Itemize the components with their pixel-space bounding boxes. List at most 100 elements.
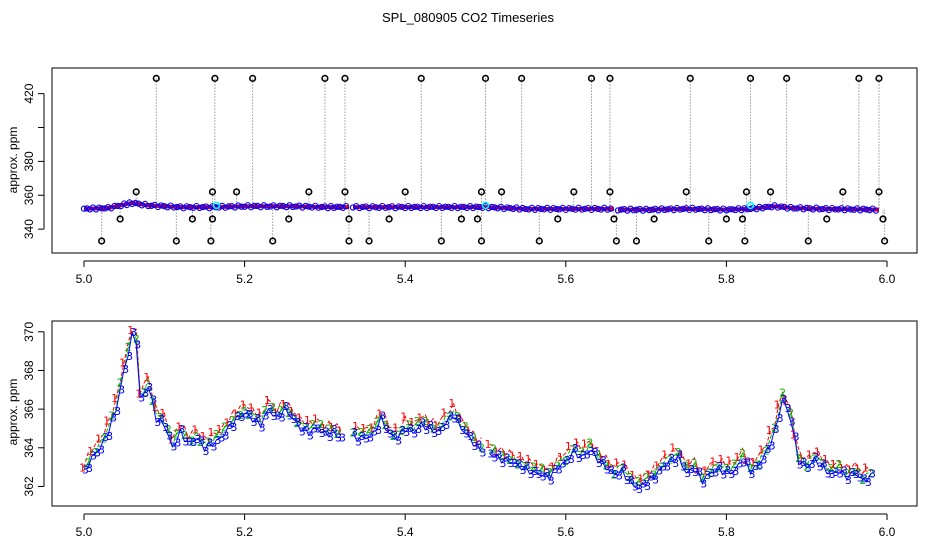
series-3-point: 3: [833, 466, 840, 479]
top-baseline-point: [385, 204, 393, 211]
top-outlier-point: [401, 188, 409, 196]
series-2-point: 2: [325, 423, 332, 436]
series-3-point: 3: [552, 463, 559, 476]
series-3-point: 3: [740, 456, 747, 469]
series-2-point: 2: [723, 462, 730, 475]
top-baseline-point: [148, 202, 155, 209]
series-3-point: 3: [158, 412, 165, 425]
series-2-point: 2: [462, 420, 469, 433]
series-2-point: 2: [406, 418, 413, 431]
top-baseline-point: [838, 205, 845, 212]
series-3-point: 3: [439, 421, 446, 434]
top-baseline-point: [547, 206, 554, 213]
top-baseline-point: [183, 203, 190, 210]
series-3-point: 3: [327, 431, 334, 444]
top-baseline-point: [454, 204, 461, 212]
series-3-point: 3: [608, 464, 615, 477]
top-baseline-point: [717, 207, 724, 214]
top-baseline-point: [398, 203, 406, 211]
series-3-point: 3: [371, 426, 378, 439]
series-3-point: 3: [512, 457, 519, 470]
series-3-point: 3: [295, 416, 302, 429]
series-3-point: 3: [383, 423, 390, 436]
top-baseline-point: [591, 204, 598, 212]
series-3-point: 3: [793, 431, 800, 444]
top-baseline-point: [853, 205, 861, 212]
top-baseline-point: [642, 205, 650, 212]
series-1-point: 1: [525, 453, 532, 466]
series-3-point: 3: [853, 468, 860, 481]
top-baseline-point: [639, 207, 647, 214]
series-3-point: 3: [656, 465, 663, 478]
series-3-point: 3: [821, 458, 828, 471]
top-baseline-point: [111, 202, 118, 210]
top-baseline-point: [432, 204, 440, 212]
series-3-point: 3: [508, 457, 515, 470]
series-1-point: 1: [541, 463, 548, 476]
top-baseline-point: [572, 206, 579, 213]
series-3-point: 3: [865, 476, 872, 489]
series-3-point: 3: [520, 464, 527, 477]
top-baseline-point: [488, 203, 495, 211]
top-baseline-point: [503, 204, 511, 211]
series-3-point: 3: [154, 416, 161, 429]
series-3-point: 3: [809, 458, 816, 471]
series-3-point: 3: [146, 381, 153, 394]
series-1-point: 1: [493, 445, 500, 458]
series-3-point: 3: [801, 456, 808, 469]
series-1-point: 1: [119, 356, 126, 369]
top-baseline-point: [793, 205, 801, 212]
top-baseline-point: [193, 202, 200, 210]
top-baseline-point: [759, 205, 766, 212]
top-baseline-point: [228, 202, 235, 210]
series-3-point: 3: [379, 409, 386, 422]
series-3-point: 3: [672, 457, 679, 470]
series-2-point: 2: [85, 457, 92, 470]
top-baseline-point: [436, 202, 443, 210]
top-baseline-point: [98, 205, 106, 212]
top-outlier-point: [570, 188, 578, 196]
series-2-point: 2: [165, 423, 172, 436]
top-baseline-point: [263, 203, 271, 210]
series-2-point: 2: [538, 462, 545, 475]
series-3-point: 3: [644, 480, 651, 493]
top-baseline-point: [809, 206, 817, 213]
top-outlier-point: [365, 237, 373, 245]
top-outlier-point: [804, 237, 812, 245]
series-3-line: [83, 332, 872, 490]
top-baseline-point: [389, 203, 396, 210]
series-3-point: 3: [435, 425, 442, 438]
series-3-point: 3: [431, 427, 438, 440]
top-baseline-point: [135, 200, 142, 207]
top-outlier-point: [208, 188, 217, 196]
top-baseline-point: [170, 204, 178, 211]
series-2-point: 2: [594, 448, 601, 461]
series-2-point: 2: [277, 404, 284, 417]
series-2-point: 2: [213, 428, 220, 441]
series-3-point: 3: [311, 423, 318, 436]
series-2-point: 2: [514, 459, 521, 472]
top-baseline-point: [362, 203, 370, 210]
series-3-point: 3: [275, 410, 282, 423]
top-baseline-point: [296, 202, 303, 209]
top-baseline-point: [339, 204, 347, 211]
series-3-point: 3: [600, 454, 607, 467]
top-outlier-point: [606, 74, 614, 82]
series-2-point: 2: [763, 444, 770, 457]
top-outlier-point: [269, 237, 277, 245]
series-1-point: 1: [605, 458, 612, 471]
series-3-point: 3: [367, 431, 374, 444]
series-3-point: 3: [732, 465, 739, 478]
series-1-point: 1: [312, 413, 319, 426]
series-2-point: 2: [578, 445, 585, 458]
series-3-point: 3: [696, 465, 703, 478]
top-baseline-point: [550, 204, 557, 212]
series-3-point: 3: [463, 428, 470, 441]
top-outlier-point: [823, 215, 831, 223]
series-3-point: 3: [700, 478, 707, 491]
top-baseline-point: [196, 204, 203, 212]
top-baseline-point: [667, 205, 674, 212]
series-3-point: 3: [459, 424, 466, 437]
series-1-point: 1: [806, 449, 813, 462]
bottom-y-tick-label: 368: [22, 360, 36, 380]
